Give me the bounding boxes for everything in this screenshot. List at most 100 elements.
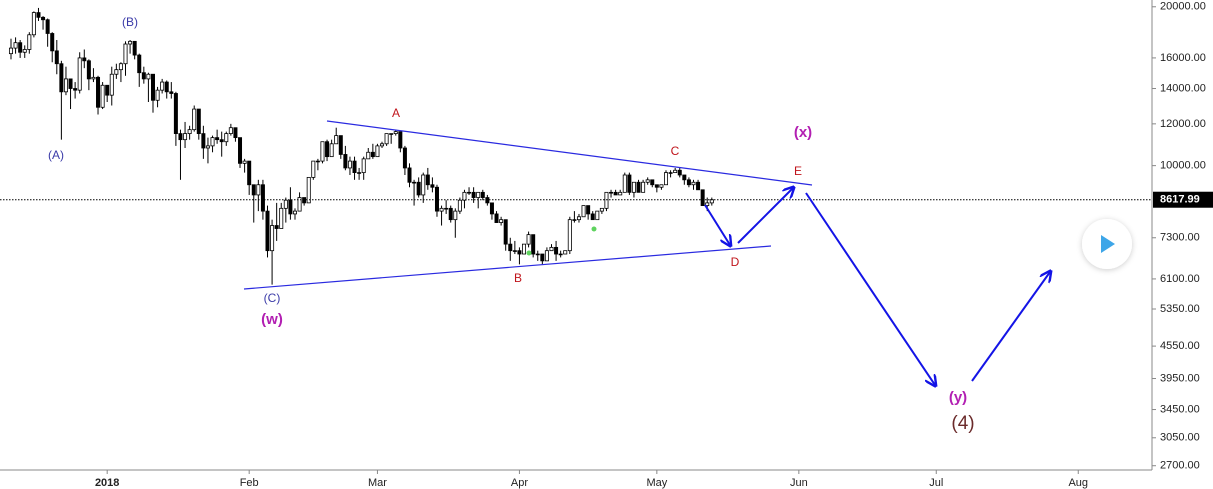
candle-body xyxy=(444,207,449,210)
candle-body xyxy=(398,131,403,149)
candle-body xyxy=(434,186,439,212)
candle-body xyxy=(22,49,27,53)
candle-body xyxy=(645,179,650,183)
candle-body xyxy=(696,181,701,191)
candle-body xyxy=(41,16,46,21)
candle-body xyxy=(604,191,609,209)
candle-body xyxy=(86,60,91,80)
play-button[interactable] xyxy=(1082,219,1132,269)
candle-body xyxy=(36,12,41,18)
candle-body xyxy=(215,137,220,141)
candle-body xyxy=(68,78,73,89)
candle-body xyxy=(242,160,247,164)
candle-body xyxy=(141,72,146,80)
candle-body xyxy=(297,197,302,212)
candle-body xyxy=(292,210,297,215)
arrow xyxy=(704,204,730,245)
candle-body xyxy=(494,213,499,223)
candle-body xyxy=(489,202,494,215)
candle-body xyxy=(682,174,687,181)
candle-body xyxy=(315,160,320,163)
y-tick-label: 12000.00 xyxy=(1160,118,1206,130)
candle-body xyxy=(480,191,485,198)
candle-body xyxy=(357,172,362,174)
candle-body xyxy=(238,137,243,164)
y-tick-label: 5350.00 xyxy=(1160,303,1200,315)
candle-body xyxy=(150,73,155,101)
y-tick-label: 4550.00 xyxy=(1160,340,1200,352)
last-price-label: 8617.99 xyxy=(1160,194,1200,206)
wave-label: D xyxy=(731,255,740,269)
candle-body xyxy=(361,158,366,174)
candle-body xyxy=(673,169,678,174)
candle-body xyxy=(613,191,618,196)
x-tick-label: Feb xyxy=(240,477,259,489)
candle-body xyxy=(375,145,380,158)
candle-body xyxy=(508,243,513,252)
candle-body xyxy=(389,133,394,135)
candle-body xyxy=(224,133,229,143)
candle-body xyxy=(146,73,151,80)
y-tick-label: 14000.00 xyxy=(1160,82,1206,94)
upper-trendline xyxy=(326,120,813,186)
candle-body xyxy=(421,174,426,196)
marker-dot xyxy=(526,250,532,256)
x-tick-label: Apr xyxy=(511,477,528,489)
candle-body xyxy=(430,184,435,188)
candle-body xyxy=(109,73,114,96)
candle-body xyxy=(59,63,64,93)
candle-body xyxy=(576,216,581,221)
candle-body xyxy=(91,76,96,80)
candle-body xyxy=(18,42,23,53)
candle-body xyxy=(691,181,696,186)
candle-body xyxy=(100,84,105,108)
candle-body xyxy=(251,184,256,196)
candle-body xyxy=(155,89,160,101)
wave-label: (C) xyxy=(264,291,281,305)
candle-body xyxy=(503,219,508,245)
candle-body xyxy=(118,63,123,71)
candle-body xyxy=(343,154,348,169)
arrow xyxy=(805,192,935,385)
candle-body xyxy=(233,127,238,139)
y-tick-label: 16000.00 xyxy=(1160,52,1206,64)
candle-body xyxy=(641,181,646,193)
candle-body xyxy=(471,191,476,198)
y-tick-label: 3950.00 xyxy=(1160,372,1200,384)
candle-body xyxy=(476,191,481,198)
candle-body xyxy=(636,181,641,193)
y-tick-label: 20000.00 xyxy=(1160,1,1206,13)
candle-body xyxy=(334,135,339,145)
candle-body xyxy=(535,253,540,256)
candle-body xyxy=(347,160,352,169)
candle-body xyxy=(283,199,288,209)
candle-body xyxy=(686,179,691,186)
y-tick-label: 6100.00 xyxy=(1160,273,1200,285)
candle-body xyxy=(338,135,343,155)
wave-label: (B) xyxy=(122,15,138,29)
wave-label: (x) xyxy=(794,124,812,141)
wave-label: (4) xyxy=(951,413,974,434)
candle-body xyxy=(105,84,110,96)
candle-body xyxy=(393,131,398,135)
candle-body xyxy=(654,184,659,188)
candle-body xyxy=(228,127,233,135)
candle-body xyxy=(54,50,59,65)
plot-area xyxy=(0,7,1152,285)
wave-label: (w) xyxy=(261,311,283,328)
candle-body xyxy=(27,34,32,50)
candle-body xyxy=(609,191,614,194)
candle-body xyxy=(563,250,568,255)
candle-body xyxy=(567,219,572,252)
candle-body xyxy=(544,250,549,262)
candle-body xyxy=(627,174,632,193)
candle-body xyxy=(82,57,87,62)
candle-body xyxy=(13,42,18,49)
wave-label: C xyxy=(671,144,680,158)
candle-body xyxy=(320,141,325,162)
candle-body xyxy=(201,133,206,149)
candle-body xyxy=(581,205,586,218)
play-icon[interactable] xyxy=(1101,235,1115,253)
candle-body xyxy=(407,167,412,183)
